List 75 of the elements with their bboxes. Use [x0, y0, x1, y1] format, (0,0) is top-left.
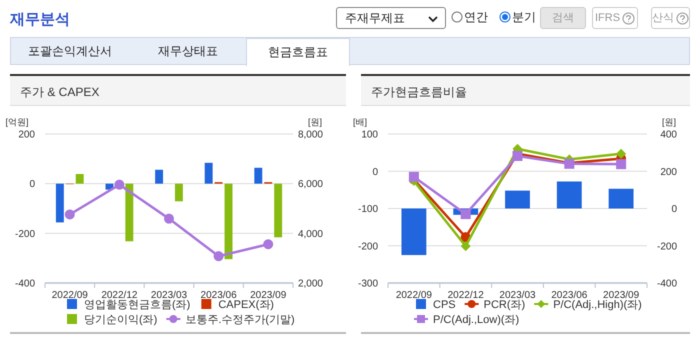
bar: [254, 168, 262, 184]
chart-title: 주가 & CAPEX: [20, 84, 100, 101]
point: [616, 159, 626, 170]
y2-tick-label: 4,000: [298, 228, 324, 240]
point: [616, 148, 626, 159]
point: [114, 180, 124, 190]
legend-label: 영업활동현금흐름(좌): [84, 299, 190, 311]
text: 검색: [552, 12, 574, 24]
legend-label: 당기순이익(좌): [84, 314, 158, 326]
y-axis-title: [억원]: [5, 117, 29, 127]
y2-tick-label: -400: [656, 278, 678, 290]
x-tick-label: 2023/03: [499, 290, 536, 301]
y2-tick-label: 6,000: [298, 179, 324, 190]
y-tick-label: -100: [358, 204, 378, 215]
point: [460, 241, 471, 252]
text: IFRS: [594, 12, 620, 24]
y2-tick-label: 2,000: [298, 278, 324, 290]
text: 산식: [652, 12, 674, 24]
y-axis-title: [배]: [352, 117, 368, 127]
y-tick-label: -200: [14, 228, 36, 240]
x-tick-label: 2023/09: [250, 290, 287, 301]
legend-label: P/C(Adj.,Low)(좌): [433, 314, 520, 326]
text: 연간: [464, 9, 488, 26]
chart-title: 주가현금흐름비율: [371, 84, 467, 101]
x-tick-label: 2023/09: [603, 290, 640, 301]
bar: [224, 184, 232, 260]
legend-label: CAPEX(좌): [218, 299, 274, 311]
bar: [174, 184, 183, 202]
y2-tick-label: -200: [656, 241, 678, 252]
x-tick-label: 2022/09: [52, 290, 88, 301]
x-tick-label: 2023/06: [200, 290, 238, 301]
y2-tick-label: 8,000: [298, 130, 324, 140]
y-tick-label: 100: [361, 130, 378, 140]
bar: [76, 174, 84, 184]
point: [460, 209, 471, 220]
y-tick-label: -200: [358, 241, 378, 252]
bar: [125, 184, 134, 242]
y2-tick-label: 0: [671, 204, 678, 215]
bar: [204, 162, 213, 184]
bar: [401, 208, 426, 256]
x-tick-label: 2023/03: [150, 290, 188, 301]
text: 주재무제표: [336, 7, 446, 29]
bar: [505, 190, 530, 208]
text: 재무상태표: [157, 43, 219, 60]
legend-label: 보통주.수정주가(기말): [185, 314, 295, 326]
text: 재무분석: [10, 10, 70, 29]
point: [263, 239, 274, 250]
x-tick-label: 2023/06: [551, 290, 588, 301]
x-tick-label: 2022/12: [101, 290, 138, 301]
y-tick-label: -300: [358, 278, 378, 290]
text: 분기: [512, 9, 536, 26]
y2-axis-title: [원]: [308, 117, 322, 127]
y-tick-label: 0: [372, 166, 378, 178]
bar: [556, 181, 582, 208]
x-tick-label: 2022/09: [396, 290, 432, 301]
y-tick-label: 200: [18, 130, 36, 140]
bar: [608, 188, 634, 208]
point: [408, 172, 419, 182]
x-tick-label: 2022/12: [448, 290, 484, 301]
y2-tick-label: 200: [660, 166, 678, 178]
legend-label: PCR(좌): [484, 299, 526, 311]
y2-tick-label: 400: [660, 130, 678, 140]
y2-axis-title: [원]: [662, 117, 676, 127]
bar: [56, 184, 64, 222]
y-tick-label: 0: [29, 179, 36, 190]
legend-label: P/C(Adj.,High)(좌): [553, 299, 642, 311]
bar: [274, 184, 282, 238]
legend-label: CPS: [433, 299, 456, 311]
text: 현금흐름표: [246, 38, 350, 66]
point: [214, 251, 224, 262]
point: [164, 214, 174, 224]
y-tick-label: -400: [14, 278, 36, 290]
point: [64, 209, 75, 220]
text: 포괄손익계산서: [27, 43, 113, 60]
bar: [155, 170, 164, 184]
